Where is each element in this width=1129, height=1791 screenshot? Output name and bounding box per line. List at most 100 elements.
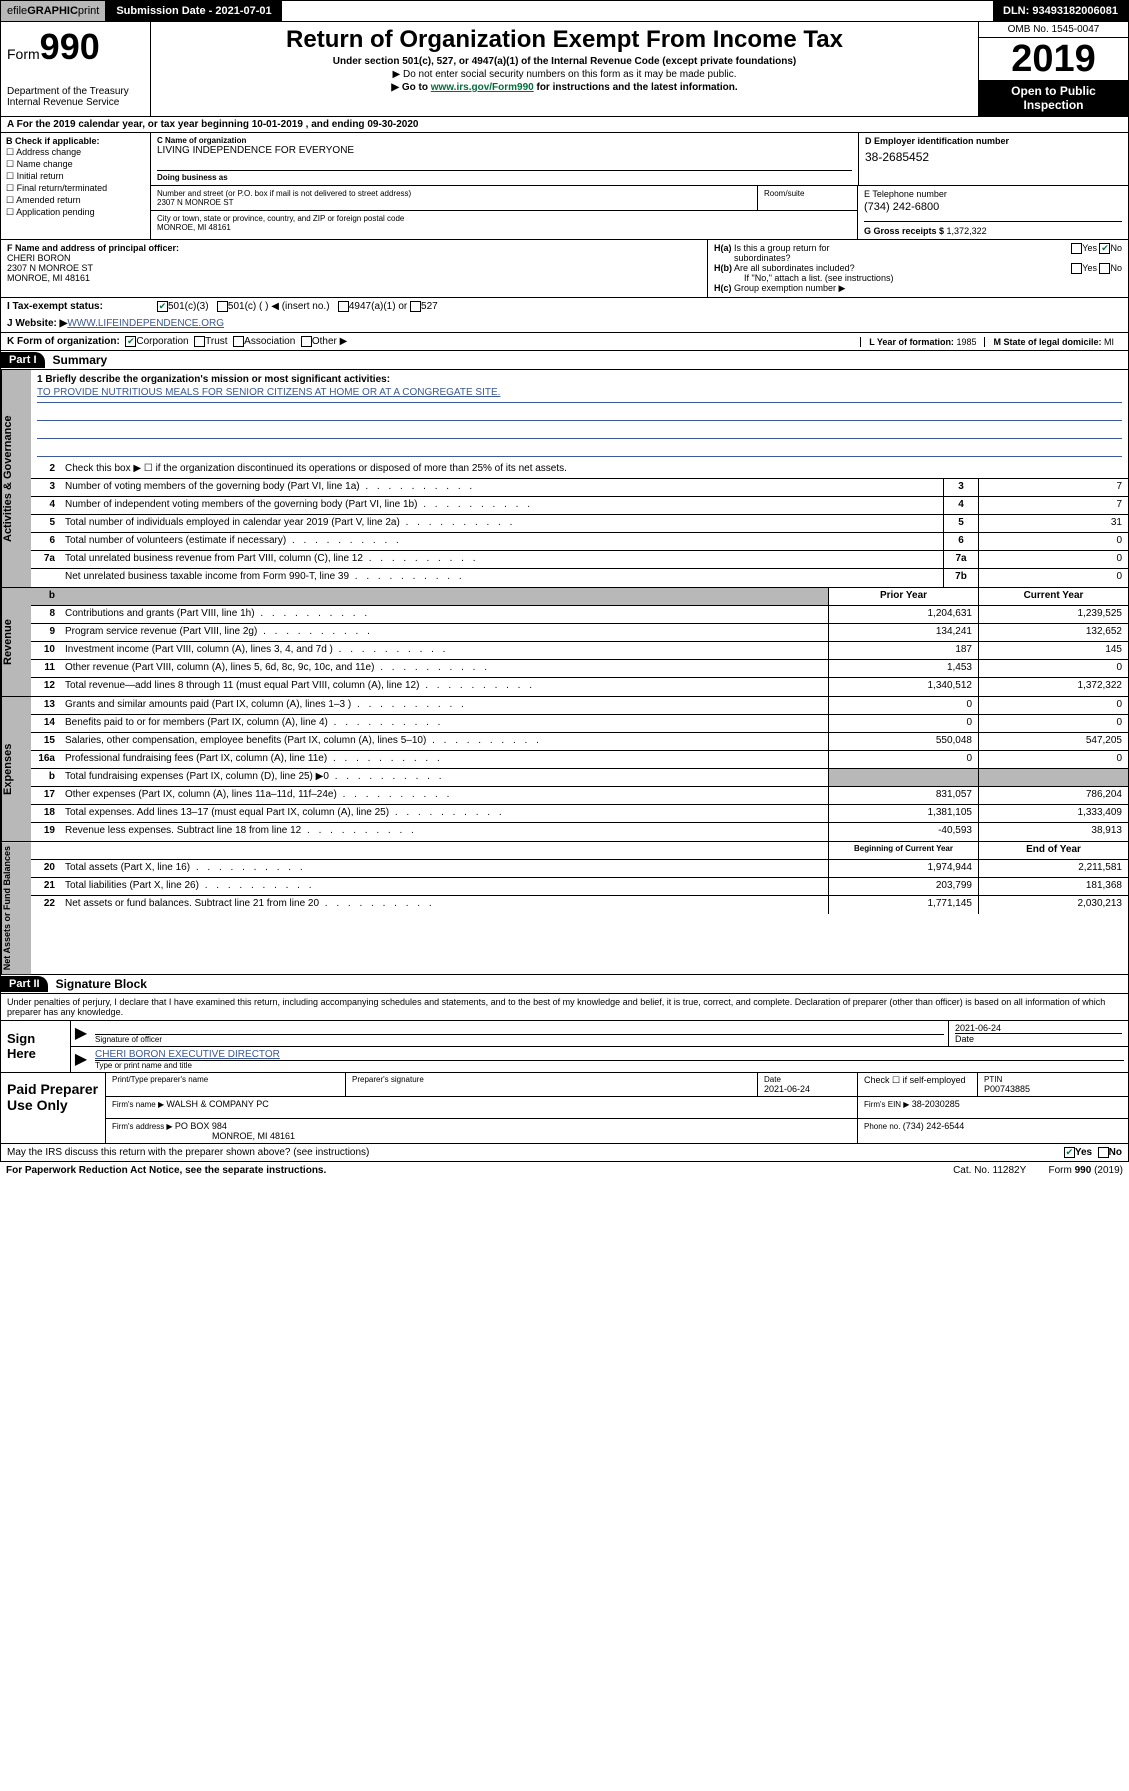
row-num: 15 xyxy=(31,733,61,750)
goto-suffix: for instructions and the latest informat… xyxy=(534,82,738,93)
header-left: Form990 Department of the Treasury Inter… xyxy=(1,22,151,116)
table-row: bTotal fundraising expenses (Part IX, co… xyxy=(31,769,1128,787)
part2-tag: Part II xyxy=(1,976,48,992)
paid-preparer-block: Paid Preparer Use Only Print/Type prepar… xyxy=(1,1073,1128,1143)
line7a-val: 0 xyxy=(978,551,1128,568)
irs-link[interactable]: www.irs.gov/Form990 xyxy=(431,82,534,93)
signature-section: Under penalties of perjury, I declare th… xyxy=(0,994,1129,1144)
line6-val: 0 xyxy=(978,533,1128,550)
current-val: 1,333,409 xyxy=(978,805,1128,822)
ha-yes[interactable] xyxy=(1071,243,1082,254)
row-num: 11 xyxy=(31,660,61,677)
chk-trust[interactable] xyxy=(194,336,205,347)
row-text: Professional fundraising fees (Part IX, … xyxy=(61,751,828,768)
chk-app-pending[interactable]: ☐ Application pending xyxy=(6,207,145,218)
header-right: OMB No. 1545-0047 2019 Open to Public In… xyxy=(978,22,1128,116)
row-num: 18 xyxy=(31,805,61,822)
table-row: 21Total liabilities (Part X, line 26)203… xyxy=(31,878,1128,896)
tab-revenue: Revenue xyxy=(1,588,31,696)
website-link[interactable]: WWW.LIFEINDEPENDENCE.ORG xyxy=(67,318,224,329)
officer-typed-name[interactable]: CHERI BORON EXECUTIVE DIRECTOR xyxy=(95,1049,280,1060)
tab-governance: Activities & Governance xyxy=(1,370,31,587)
officer-name: CHERI BORON xyxy=(7,253,71,263)
chk-501c3[interactable] xyxy=(157,301,168,312)
i-label: I Tax-exempt status: xyxy=(7,301,157,312)
chk-corp[interactable] xyxy=(125,336,136,347)
prior-val: 1,974,944 xyxy=(828,860,978,877)
chk-amended[interactable]: ☐ Amended return xyxy=(6,195,145,206)
sign-here-block: Sign Here ▶ Signature of officer 2021-06… xyxy=(1,1021,1128,1073)
table-row: 8Contributions and grants (Part VIII, li… xyxy=(31,606,1128,624)
box-f: F Name and address of principal officer:… xyxy=(1,240,708,297)
omb-number: OMB No. 1545-0047 xyxy=(979,22,1128,38)
arrow-icon: ▶ xyxy=(71,1021,91,1046)
line3: Number of voting members of the governin… xyxy=(61,479,943,496)
goto-prefix: ▶ Go to xyxy=(391,82,430,93)
chk-final[interactable]: ☐ Final return/terminated xyxy=(6,183,145,194)
sign-here-label: Sign Here xyxy=(1,1021,71,1072)
subtitle-3: ▶ Go to www.irs.gov/Form990 for instruct… xyxy=(159,82,970,93)
cat-no: Cat. No. 11282Y xyxy=(953,1165,1026,1176)
row-i: I Tax-exempt status: 501(c)(3) 501(c) ( … xyxy=(0,298,1129,315)
ha-no[interactable] xyxy=(1099,243,1110,254)
hb-yes[interactable] xyxy=(1071,263,1082,274)
row-text: Investment income (Part VIII, column (A)… xyxy=(61,642,828,659)
chk-assoc[interactable] xyxy=(233,336,244,347)
sig-label: Signature of officer xyxy=(95,1035,944,1044)
row-num: 17 xyxy=(31,787,61,804)
table-row: 20Total assets (Part X, line 16)1,974,94… xyxy=(31,860,1128,878)
current-val: 786,204 xyxy=(978,787,1128,804)
discuss-row: May the IRS discuss this return with the… xyxy=(0,1144,1129,1162)
dln: DLN: 93493182006081 xyxy=(993,1,1128,21)
officer-addr1: 2307 N MONROE ST xyxy=(7,263,93,273)
sig-date: 2021-06-24 Date xyxy=(948,1021,1128,1046)
chk-address[interactable]: ☐ Address change xyxy=(6,147,145,158)
preparer-sig: Preparer's signature xyxy=(346,1073,758,1096)
chk-501c[interactable] xyxy=(217,301,228,312)
chk-initial[interactable]: ☐ Initial return xyxy=(6,171,145,182)
chk-527[interactable] xyxy=(410,301,421,312)
chk-4947[interactable] xyxy=(338,301,349,312)
table-row: 11Other revenue (Part VIII, column (A), … xyxy=(31,660,1128,678)
discuss-yes[interactable] xyxy=(1064,1147,1075,1158)
hb-no[interactable] xyxy=(1099,263,1110,274)
sig-date-val: 2021-06-24 xyxy=(955,1023,1122,1033)
table-row: 17Other expenses (Part IX, column (A), l… xyxy=(31,787,1128,805)
table-row: 14Benefits paid to or for members (Part … xyxy=(31,715,1128,733)
self-employed-chk[interactable]: Check ☐ if self-employed xyxy=(858,1073,978,1096)
opt-corp: Corporation xyxy=(136,336,188,347)
firm-ein: Firm's EIN ▶ 38-2030285 xyxy=(858,1097,1128,1118)
row-text: Contributions and grants (Part VIII, lin… xyxy=(61,606,828,623)
row-text: Other revenue (Part VIII, column (A), li… xyxy=(61,660,828,677)
current-val xyxy=(978,769,1128,786)
opt-527: 527 xyxy=(421,301,438,312)
tab-netassets: Net Assets or Fund Balances xyxy=(1,842,31,974)
tax-year: 2019 xyxy=(979,38,1128,80)
row-text: Total revenue—add lines 8 through 11 (mu… xyxy=(61,678,828,696)
discuss-text: May the IRS discuss this return with the… xyxy=(7,1147,369,1158)
row-num: 13 xyxy=(31,697,61,714)
row-text: Salaries, other compensation, employee b… xyxy=(61,733,828,750)
part2-title: Signature Block xyxy=(48,975,155,993)
prior-val: 831,057 xyxy=(828,787,978,804)
footer: For Paperwork Reduction Act Notice, see … xyxy=(0,1162,1129,1179)
k-label: K Form of organization: xyxy=(7,336,120,347)
box-h: H(a) Is this a group return for Yes No s… xyxy=(708,240,1128,297)
chk-name[interactable]: ☐ Name change xyxy=(6,159,145,170)
table-row: 15Salaries, other compensation, employee… xyxy=(31,733,1128,751)
table-row: 22Net assets or fund balances. Subtract … xyxy=(31,896,1128,914)
city-label: City or town, state or province, country… xyxy=(157,214,851,223)
line7b-val: 0 xyxy=(978,569,1128,587)
current-val: 132,652 xyxy=(978,624,1128,641)
current-val: 0 xyxy=(978,751,1128,768)
mission-text[interactable]: TO PROVIDE NUTRITIOUS MEALS FOR SENIOR C… xyxy=(37,387,500,398)
j-label: J Website: ▶ xyxy=(7,318,67,329)
line5-val: 31 xyxy=(978,515,1128,532)
efile-badge[interactable]: efile GRAPHIC print xyxy=(1,1,106,21)
box-c-name: C Name of organization LIVING INDEPENDEN… xyxy=(151,133,858,185)
chk-other[interactable] xyxy=(301,336,312,347)
org-name: LIVING INDEPENDENCE FOR EVERYONE xyxy=(157,145,852,156)
table-row: 9Program service revenue (Part VIII, lin… xyxy=(31,624,1128,642)
row-text: Program service revenue (Part VIII, line… xyxy=(61,624,828,641)
discuss-no[interactable] xyxy=(1098,1147,1109,1158)
